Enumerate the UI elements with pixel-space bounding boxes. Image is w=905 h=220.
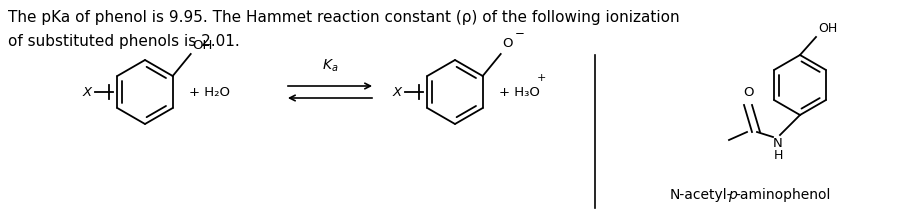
Text: OH: OH	[818, 22, 837, 35]
Text: $K_a$: $K_a$	[322, 58, 338, 74]
Text: N: N	[773, 137, 783, 150]
Text: of substituted phenols is 2.01.: of substituted phenols is 2.01.	[8, 34, 240, 49]
Text: N-acetyl-: N-acetyl-	[670, 188, 732, 202]
Text: X: X	[83, 86, 92, 99]
Text: +: +	[537, 73, 547, 83]
Text: p: p	[728, 188, 737, 202]
Text: H: H	[773, 149, 783, 162]
Text: −: −	[515, 27, 525, 40]
Text: O: O	[502, 37, 513, 50]
Text: The pKa of phenol is 9.95. The Hammet reaction constant (ρ) of the following ion: The pKa of phenol is 9.95. The Hammet re…	[8, 10, 680, 25]
Text: X: X	[393, 86, 402, 99]
Text: O: O	[743, 86, 753, 99]
Text: OH: OH	[193, 39, 213, 52]
Text: + H₂O: + H₂O	[189, 86, 230, 99]
Text: -aminophenol: -aminophenol	[735, 188, 831, 202]
Text: + H₃O: + H₃O	[499, 86, 540, 99]
